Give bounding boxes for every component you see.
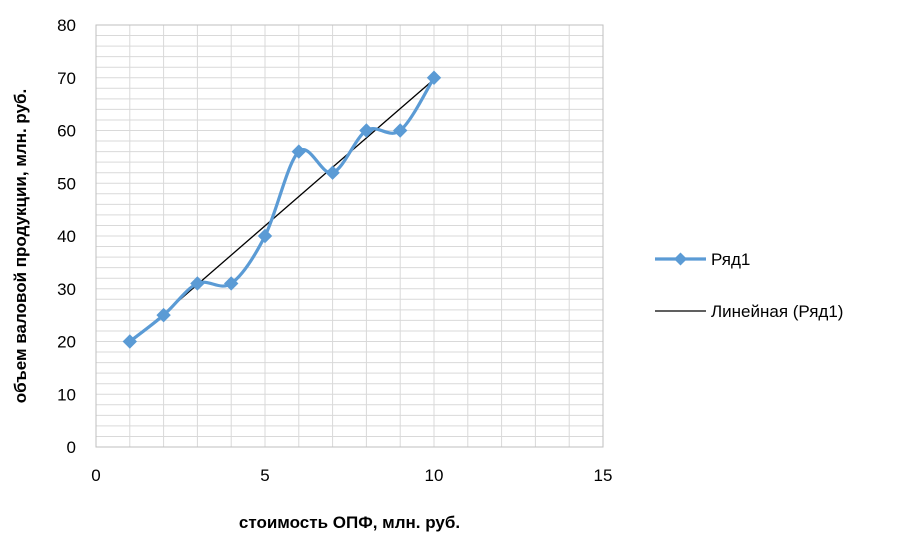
legend-series-label: Ряд1 (711, 250, 750, 269)
y-axis-title: объем валовой продукции, млн. руб. (11, 89, 30, 404)
series-ryad1 (122, 70, 442, 349)
legend-trendline-label: Линейная (Ряд1) (711, 302, 843, 321)
x-axis-title: стоимость ОПФ, млн. руб. (239, 513, 460, 532)
x-tick-label: 15 (594, 466, 613, 485)
y-tick-label: 10 (57, 385, 76, 404)
grid (95, 24, 604, 448)
x-tick-label: 5 (260, 466, 269, 485)
plot-area-border (95, 24, 604, 448)
data-point (190, 276, 205, 291)
data-point (291, 144, 307, 159)
y-tick-label: 20 (57, 333, 76, 352)
legend: Ряд1 Линейная (Ряд1) (655, 250, 843, 321)
data-point (325, 165, 340, 180)
y-tick-label: 60 (57, 122, 76, 141)
legend-item-trendline: Линейная (Ряд1) (655, 302, 843, 321)
y-tick-label: 70 (57, 69, 76, 88)
data-point (223, 276, 239, 291)
y-tick-label: 0 (67, 438, 76, 457)
y-tick-label: 40 (57, 227, 76, 246)
data-point (359, 123, 374, 138)
legend-item-series: Ряд1 (655, 250, 750, 269)
legend-series-marker (674, 252, 687, 266)
x-tick-label: 0 (91, 466, 100, 485)
data-point (156, 307, 171, 323)
y-tick-label: 80 (57, 16, 76, 35)
y-tick-label: 50 (57, 174, 76, 193)
data-point (426, 70, 442, 85)
tick-labels: 0 10 20 30 40 50 60 70 80 0 5 10 15 (57, 16, 612, 485)
series-line (128, 76, 436, 343)
data-point (122, 334, 138, 349)
x-tick-label: 10 (425, 466, 444, 485)
data-point (257, 228, 273, 244)
y-tick-label: 30 (57, 280, 76, 299)
data-point (392, 123, 408, 138)
